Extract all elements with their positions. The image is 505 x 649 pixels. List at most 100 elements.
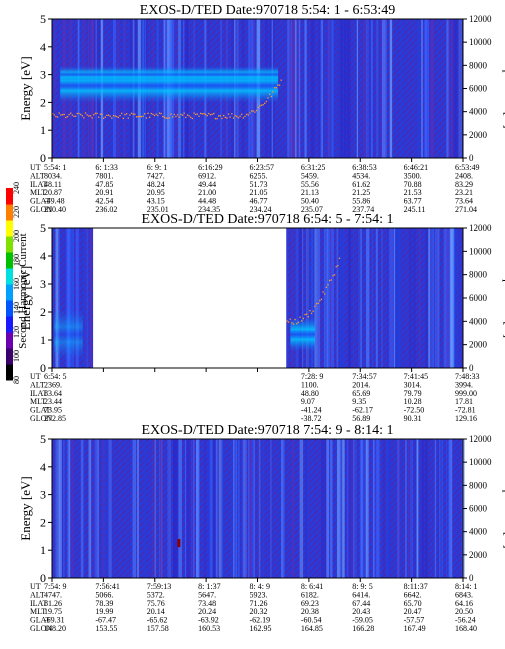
orbit-cell: 19.75 [44,607,62,616]
panels: EXOS-D/TED Date:970718 5:54: 1 - 6:53:49… [18,3,505,633]
orbit-row-label: MLT [30,188,46,197]
orbit-cell: 7:59:13 [147,582,171,591]
orbit-cell: 75.76 [147,599,165,608]
heatmap-streak [97,439,99,578]
orbit-cell: 21.05 [250,188,268,197]
heatmap-streak [339,19,342,158]
heatmap-streak [66,228,70,368]
heatmap-streak [382,19,386,158]
orbit-row-label: GLAT [30,197,51,206]
orbit-cell: 166.28 [352,624,374,633]
heatmap-streak [384,19,387,158]
temperature-point [178,116,180,118]
orbit-cell: 20.24 [198,607,216,616]
temperature-point [310,312,313,314]
temperature-point [289,318,291,320]
y2-tick-label: 12000 [469,434,492,444]
temperature-point [61,113,64,116]
orbit-cell: 46.77 [250,197,268,206]
temperature-point [84,112,87,114]
temperature-point [99,113,101,115]
orbit-row-label: UT [30,582,41,591]
temperature-point [101,113,103,115]
orbit-cell: 83.29 [455,180,473,189]
orbit-cell: -38.72 [301,414,322,423]
colorbar-ticks: 80 100 120 140 160 180 200 220 240 [12,182,21,384]
heatmap-streak [95,439,97,578]
heatmap-streak [257,439,260,578]
y2-axis-label: Temperature [K] [502,468,505,548]
temperature-point [168,117,171,119]
heatmap-streak [233,439,235,578]
temperature-point [107,114,110,116]
heatmap-streak [57,439,61,578]
temperature-point [262,104,264,106]
heatmap-streak [360,228,362,368]
heatmap-streak [409,439,414,578]
heatmap-streak [371,228,374,368]
heatmap-streak [449,228,453,368]
orbit-cell: 48.80 [301,389,319,398]
orbit-cell: 235.07 [301,205,323,214]
heatmap-streak [402,19,405,158]
y-axis-left: 0 1 2 3 4 5 Energy [eV] [18,432,52,585]
temperature-point [329,279,331,282]
temperature-point [239,115,241,117]
heatmap-streak [393,228,396,368]
orbit-cell: 20.38 [301,607,319,616]
heatmap-streak [406,439,408,578]
orbit-cell: 50.40 [301,197,319,206]
temperature-point [167,117,169,119]
temperature-point [130,112,133,114]
temperature-point [224,116,226,119]
temperature-point [70,112,72,114]
temperature-point [132,113,134,115]
heatmap-streak [310,19,315,158]
temperature-point [286,320,288,322]
orbit-cell: 7:48:33 [455,372,479,381]
orbit-cell: 73.48 [198,599,216,608]
orbit-cell: 234.35 [198,205,220,214]
heatmap-streak [440,439,443,578]
orbit-cell: 8:14: 1 [455,582,477,591]
heatmap-streak [336,228,339,368]
orbit-cell: 78.39 [95,599,113,608]
orbit-cell: 7:41:45 [404,372,428,381]
colorbar-swatch [6,300,13,317]
heatmap-streak [281,439,285,578]
orbit-cell: 3994. [455,380,473,389]
orbit-cell: 81.26 [44,599,62,608]
heatmap-streak [75,228,80,368]
orbit-row-label: ILAT [30,180,47,189]
temperature-point [91,117,93,119]
orbit-cell: 73.64 [455,197,473,206]
y-axis-label: Energy [eV] [18,266,33,330]
temperature-point [222,114,225,117]
temperature-point [78,112,80,115]
heatmap-streak [67,439,71,578]
temperature-point [229,116,231,118]
y-tick-label: 5 [40,221,46,235]
heatmap-streak [361,228,364,368]
heatmap-streak [397,228,401,368]
orbit-cell: 42.54 [95,197,113,206]
colorbar-swatch [6,220,13,237]
heatmap-streak [332,228,335,368]
colorbar-swatch [6,188,13,205]
heatmap-streak [86,228,89,368]
temperature-point [245,113,248,116]
orbit-cell: 6:31:25 [301,163,325,172]
heatmap-streak [353,439,355,578]
colorbar-tick-label: 200 [12,230,21,242]
orbit-cell: -62.17 [352,406,373,415]
colorbar-label: Second Harmonic Current [17,233,29,348]
heatmap-streak [251,439,255,578]
heatmap-streak [372,439,375,578]
temperature-point [304,313,306,316]
temperature-point [53,114,55,116]
colorbar-swatch [6,364,13,381]
temperature-point [66,116,69,118]
heatmap-streak [287,19,290,158]
colorbar-swatch [6,236,13,253]
heatmap-streak [295,228,299,368]
